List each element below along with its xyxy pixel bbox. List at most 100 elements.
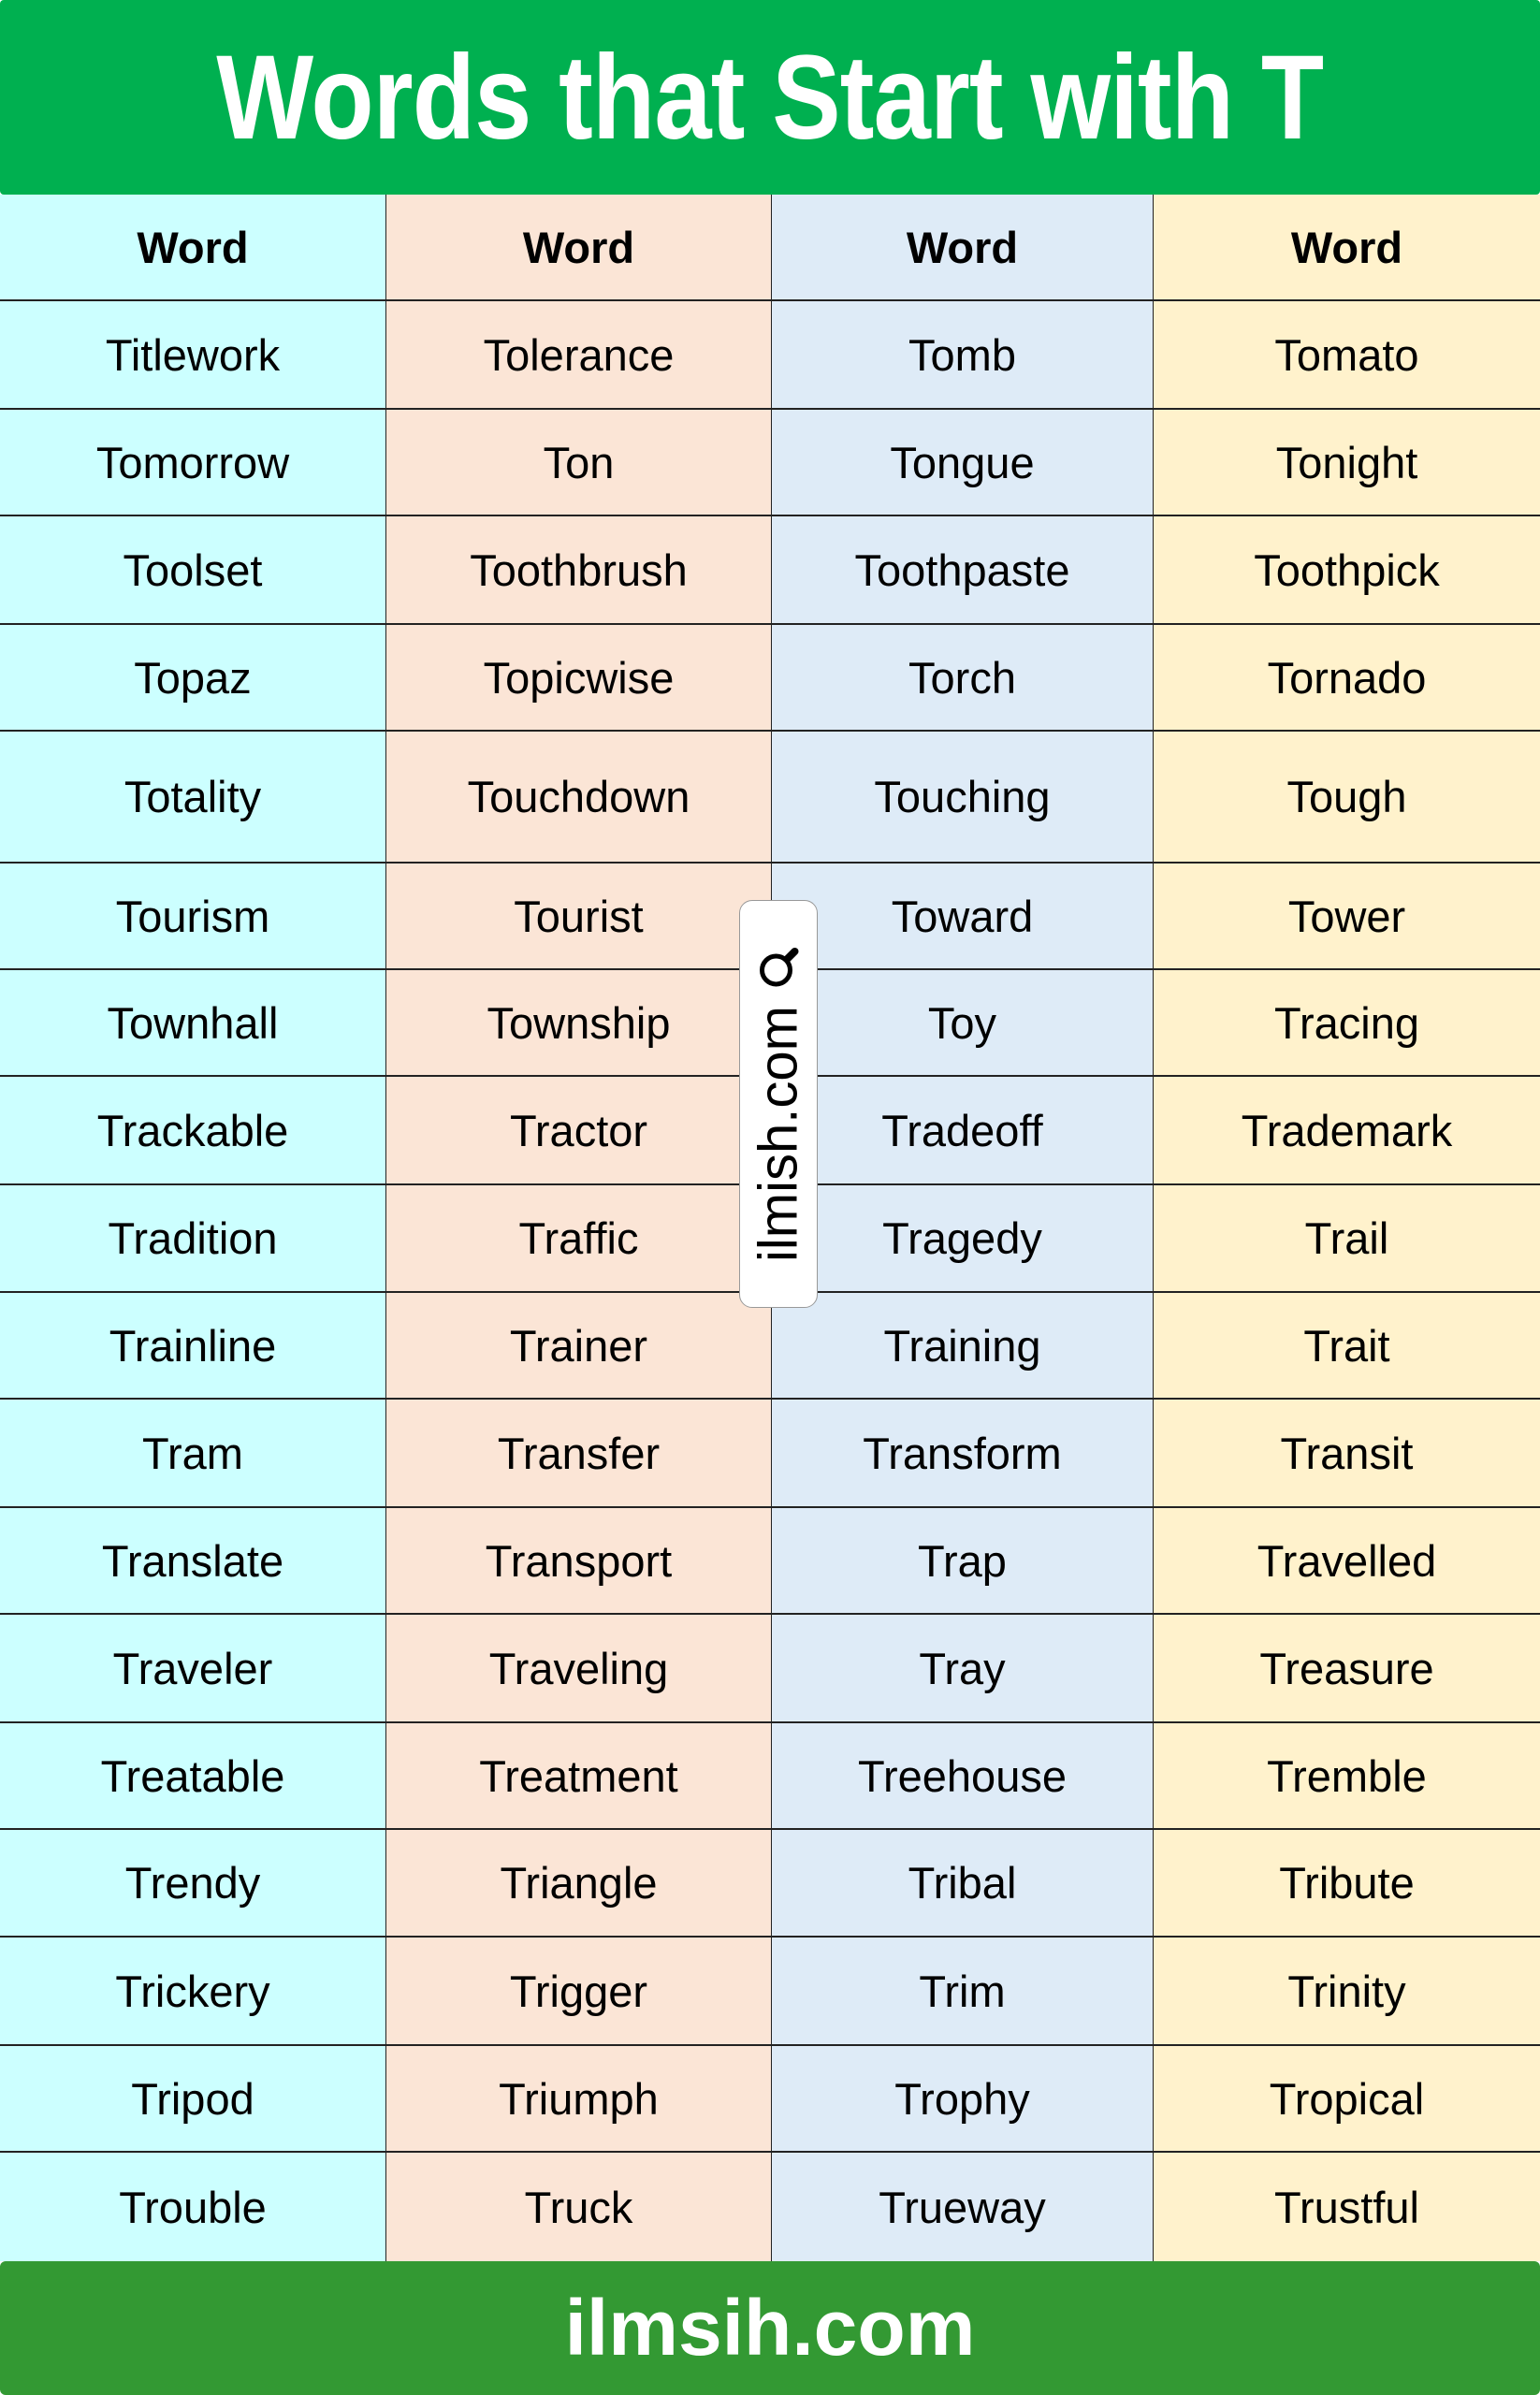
- word-cell: Transit: [1154, 1400, 1540, 1506]
- table-row: Treatable Treatment Treehouse Tremble: [0, 1723, 1540, 1830]
- word-cell: Touchdown: [386, 732, 772, 862]
- word-cell: Trainer: [386, 1293, 772, 1398]
- column-header: Word: [386, 195, 772, 299]
- word-cell: Treehouse: [772, 1723, 1154, 1828]
- word-cell: Treasure: [1154, 1615, 1540, 1721]
- word-cell: Tropical: [1154, 2046, 1540, 2151]
- word-cell: Tray: [772, 1615, 1154, 1721]
- word-cell: Treatment: [386, 1723, 772, 1828]
- table-row: Trackable Tractor Tradeoff Trademark: [0, 1077, 1540, 1185]
- word-cell: Tribute: [1154, 1830, 1540, 1936]
- column-header: Word: [772, 195, 1154, 299]
- table-row: Titlework Tolerance Tomb Tomato: [0, 301, 1540, 410]
- word-cell: Tomb: [772, 301, 1154, 408]
- word-cell: Titlework: [0, 301, 386, 408]
- table-row: Tourism Tourist Toward Tower: [0, 864, 1540, 970]
- footer-site-name: ilmsih.com: [564, 2284, 976, 2372]
- table-row: Traveler Traveling Tray Treasure: [0, 1615, 1540, 1723]
- word-cell: Treatable: [0, 1723, 386, 1828]
- word-cell: Topicwise: [386, 625, 772, 730]
- word-cell: Tourist: [386, 864, 772, 968]
- word-cell: Toy: [772, 970, 1154, 1075]
- table-row: Trendy Triangle Tribal Tribute: [0, 1830, 1540, 1938]
- word-cell: Topaz: [0, 625, 386, 730]
- table-row: Trainline Trainer Training Trait: [0, 1293, 1540, 1400]
- word-cell: Tram: [0, 1400, 386, 1506]
- word-cell: Triumph: [386, 2046, 772, 2151]
- word-cell: Traffic: [386, 1185, 772, 1291]
- word-cell: Tripod: [0, 2046, 386, 2151]
- word-cell: Travelled: [1154, 1508, 1540, 1613]
- magnifier-icon: [759, 948, 798, 987]
- word-cell: Trim: [772, 1938, 1154, 2044]
- word-cell: Triangle: [386, 1830, 772, 1936]
- table-row: Trickery Trigger Trim Trinity: [0, 1938, 1540, 2046]
- page-title: Words that Start with T: [216, 30, 1325, 165]
- word-cell: Tongue: [772, 410, 1154, 515]
- word-cell: Tough: [1154, 732, 1540, 862]
- word-cell: Township: [386, 970, 772, 1075]
- word-cell: Toothbrush: [386, 516, 772, 623]
- word-cell: Tomato: [1154, 301, 1540, 408]
- word-cell: Tradition: [0, 1185, 386, 1291]
- word-cell: Touching: [772, 732, 1154, 862]
- word-cell: Tower: [1154, 864, 1540, 968]
- word-cell: Translate: [0, 1508, 386, 1613]
- word-cell: Training: [772, 1293, 1154, 1398]
- word-cell: Transform: [772, 1400, 1154, 1506]
- word-cell: Trickery: [0, 1938, 386, 2044]
- word-cell: Tradeoff: [772, 1077, 1154, 1183]
- word-table: Word Word Word Word Titlework Tolerance To…: [0, 195, 1540, 2261]
- word-cell: Tracing: [1154, 970, 1540, 1075]
- table-row: Tomorrow Ton Tongue Tonight: [0, 410, 1540, 516]
- word-cell: Transport: [386, 1508, 772, 1613]
- table-row: Tram Transfer Transform Transit: [0, 1400, 1540, 1508]
- word-cell: Trinity: [1154, 1938, 1540, 2044]
- table-row: Trouble Truck Trueway Trustful: [0, 2153, 1540, 2261]
- table-row: Tripod Triumph Trophy Tropical: [0, 2046, 1540, 2153]
- word-cell: Trouble: [0, 2153, 386, 2261]
- footer-banner: ilmsih.com: [0, 2261, 1540, 2395]
- table-row: Totality Touchdown Touching Tough: [0, 732, 1540, 864]
- word-cell: Tolerance: [386, 301, 772, 408]
- word-cell: Transfer: [386, 1400, 772, 1506]
- word-cell: Townhall: [0, 970, 386, 1075]
- word-cell: Toward: [772, 864, 1154, 968]
- word-cell: Tourism: [0, 864, 386, 968]
- word-cell: Traveling: [386, 1615, 772, 1721]
- word-cell: Trademark: [1154, 1077, 1540, 1183]
- word-cell: Trigger: [386, 1938, 772, 2044]
- word-cell: Totality: [0, 732, 386, 862]
- table-row: Topaz Topicwise Torch Tornado: [0, 625, 1540, 732]
- column-header: Word: [1154, 195, 1540, 299]
- word-cell: Tribal: [772, 1830, 1154, 1936]
- word-cell: Trackable: [0, 1077, 386, 1183]
- word-cell: Tremble: [1154, 1723, 1540, 1828]
- word-cell: Toothpick: [1154, 516, 1540, 623]
- column-header: Word: [0, 195, 386, 299]
- word-cell: Truck: [386, 2153, 772, 2261]
- word-cell: Trustful: [1154, 2153, 1540, 2261]
- word-cell: Trendy: [0, 1830, 386, 1936]
- word-cell: Trap: [772, 1508, 1154, 1613]
- table-row: Translate Transport Trap Travelled: [0, 1508, 1540, 1615]
- word-cell: Toolset: [0, 516, 386, 623]
- word-cell: Ton: [386, 410, 772, 515]
- word-cell: Trainline: [0, 1293, 386, 1398]
- watermark-text: ilmish.com: [748, 1006, 809, 1262]
- word-cell: Toothpaste: [772, 516, 1154, 623]
- table-row: Toolset Toothbrush Toothpaste Toothpick: [0, 516, 1540, 625]
- title-banner: Words that Start with T: [0, 0, 1540, 195]
- word-cell: Tonight: [1154, 410, 1540, 515]
- word-cell: Trueway: [772, 2153, 1154, 2261]
- word-cell: Tractor: [386, 1077, 772, 1183]
- watermark: ilmish.com: [739, 900, 818, 1308]
- word-cell: Tragedy: [772, 1185, 1154, 1291]
- word-cell: Traveler: [0, 1615, 386, 1721]
- word-cell: Trophy: [772, 2046, 1154, 2151]
- word-cell: Torch: [772, 625, 1154, 730]
- table-row: Tradition Traffic Tragedy Trail: [0, 1185, 1540, 1293]
- word-cell: Trail: [1154, 1185, 1540, 1291]
- word-cell: Trait: [1154, 1293, 1540, 1398]
- word-cell: Tomorrow: [0, 410, 386, 515]
